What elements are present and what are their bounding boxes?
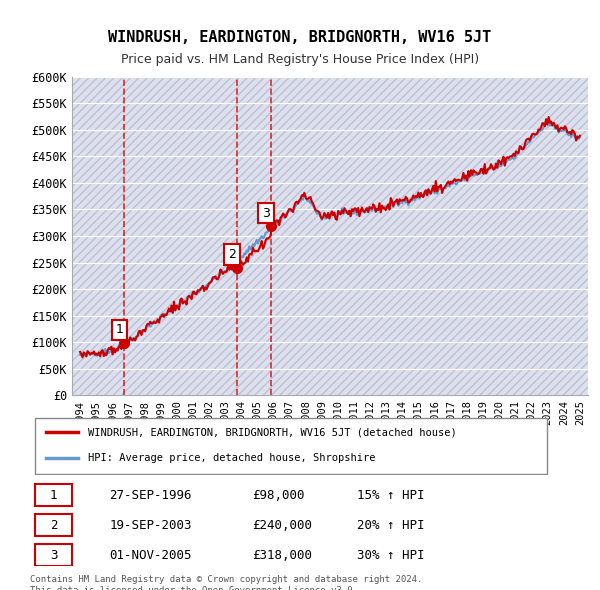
FancyBboxPatch shape xyxy=(35,484,72,506)
Text: Price paid vs. HM Land Registry's House Price Index (HPI): Price paid vs. HM Land Registry's House … xyxy=(121,53,479,66)
Text: 15% ↑ HPI: 15% ↑ HPI xyxy=(358,489,425,502)
Text: WINDRUSH, EARDINGTON, BRIDGNORTH, WV16 5JT: WINDRUSH, EARDINGTON, BRIDGNORTH, WV16 5… xyxy=(109,30,491,44)
Text: HPI: Average price, detached house, Shropshire: HPI: Average price, detached house, Shro… xyxy=(88,454,376,463)
Text: 01-NOV-2005: 01-NOV-2005 xyxy=(109,549,192,562)
FancyBboxPatch shape xyxy=(35,514,72,536)
Text: 1: 1 xyxy=(115,323,124,336)
Text: WINDRUSH, EARDINGTON, BRIDGNORTH, WV16 5JT (detached house): WINDRUSH, EARDINGTON, BRIDGNORTH, WV16 5… xyxy=(88,428,457,437)
Text: 3: 3 xyxy=(262,206,270,219)
Text: £318,000: £318,000 xyxy=(252,549,312,562)
Bar xyxy=(72,77,588,395)
FancyBboxPatch shape xyxy=(35,418,547,474)
Text: £240,000: £240,000 xyxy=(252,519,312,532)
Text: 27-SEP-1996: 27-SEP-1996 xyxy=(109,489,192,502)
Text: 3: 3 xyxy=(50,549,58,562)
Text: 20% ↑ HPI: 20% ↑ HPI xyxy=(358,519,425,532)
Text: 2: 2 xyxy=(228,248,236,261)
Text: 1: 1 xyxy=(50,489,58,502)
FancyBboxPatch shape xyxy=(35,545,72,566)
Text: Contains HM Land Registry data © Crown copyright and database right 2024.
This d: Contains HM Land Registry data © Crown c… xyxy=(30,575,422,590)
Text: 19-SEP-2003: 19-SEP-2003 xyxy=(109,519,192,532)
Text: 30% ↑ HPI: 30% ↑ HPI xyxy=(358,549,425,562)
Text: £98,000: £98,000 xyxy=(252,489,304,502)
Text: 2: 2 xyxy=(50,519,58,532)
